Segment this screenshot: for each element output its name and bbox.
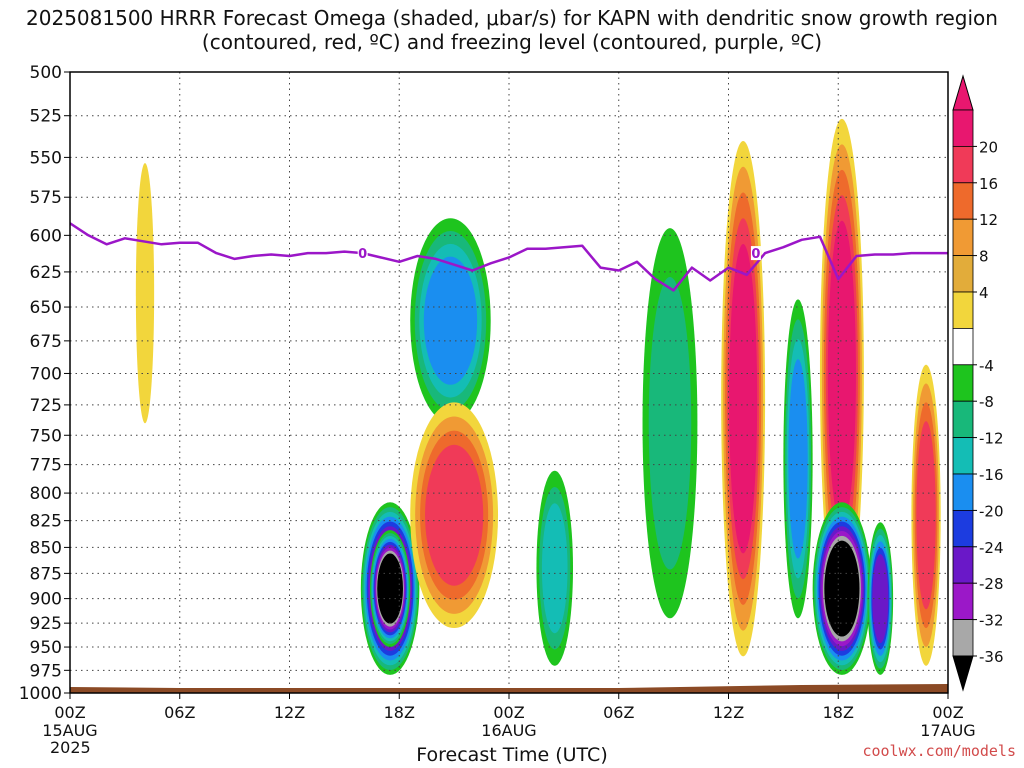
y-tick-label: 625 bbox=[30, 263, 62, 283]
colorbar-swatch bbox=[952, 182, 974, 220]
x-tick-label: 12Z bbox=[274, 703, 305, 722]
freezing-level-line bbox=[70, 222, 948, 292]
colorbar-bottom-arrow bbox=[952, 655, 974, 692]
colorbar-swatch bbox=[952, 327, 974, 366]
y-tick-label: 600 bbox=[30, 226, 62, 246]
colorbar: 20 16 12 8 4 -4 -8 -12 -16 -20 -24 -28 -32 -36 bbox=[952, 74, 1004, 692]
ground bbox=[70, 684, 948, 693]
y-tick-label: 675 bbox=[30, 332, 62, 352]
x-tick-sublabel: 17AUG bbox=[920, 721, 975, 740]
colorbar-label: -16 bbox=[979, 466, 1004, 484]
omega-region-2-ring-3 bbox=[423, 256, 478, 385]
colorbar-swatch bbox=[952, 145, 974, 184]
colorbar-label: 20 bbox=[979, 138, 998, 156]
y-tick-label: 950 bbox=[30, 638, 62, 658]
y-tick-label: 975 bbox=[30, 661, 62, 681]
colorbar-label: -32 bbox=[979, 612, 1004, 630]
y-tick-label: 650 bbox=[30, 298, 62, 318]
colorbar-swatch bbox=[952, 619, 974, 657]
y-axis: 500 525 550 575 600 625 650 675 700 725 750 775 800 8… bbox=[19, 63, 70, 704]
colorbar-label: -28 bbox=[979, 575, 1004, 593]
colorbar-label: 16 bbox=[979, 175, 998, 193]
y-tick-label: 575 bbox=[30, 188, 62, 208]
x-axis-title: Forecast Time (UTC) bbox=[416, 744, 608, 766]
x-tick-label: 06Z bbox=[603, 703, 634, 722]
y-tick-label: 700 bbox=[30, 364, 62, 384]
y-tick-label: 750 bbox=[30, 426, 62, 446]
colorbar-label: -20 bbox=[979, 502, 1004, 520]
omega-shading bbox=[135, 118, 941, 675]
omega-region-7-ring-3 bbox=[788, 359, 808, 559]
y-tick-label: 825 bbox=[30, 512, 62, 532]
colorbar-swatch bbox=[952, 437, 974, 475]
omega-region-6-ring-8 bbox=[824, 540, 860, 637]
y-tick-label: 775 bbox=[30, 456, 62, 476]
grid-lines bbox=[70, 72, 948, 693]
omega-region-9-ring-3 bbox=[916, 421, 936, 610]
y-tick-label: 725 bbox=[30, 396, 62, 416]
x-tick-label: 12Z bbox=[713, 703, 744, 722]
colorbar-swatch bbox=[952, 546, 974, 584]
colorbar-swatch bbox=[952, 400, 974, 439]
omega-region-11-ring-2 bbox=[541, 503, 568, 634]
colorbar-label: 12 bbox=[979, 211, 998, 229]
colorbar-top-arrow bbox=[952, 74, 974, 111]
credit-link[interactable]: coolwx.com/models bbox=[862, 742, 1016, 760]
ground-surface bbox=[70, 684, 948, 693]
freezing-label-bg-1 bbox=[750, 246, 761, 261]
omega-region-5-ring-4 bbox=[827, 220, 856, 527]
chart-title: 2025081500 HRRR Forecast Omega (shaded, … bbox=[26, 6, 998, 54]
colorbar-swatch bbox=[952, 255, 974, 293]
colorbar-swatch bbox=[952, 473, 974, 511]
x-tick-sublabel: 15AUG bbox=[42, 721, 97, 740]
colorbar-label: -24 bbox=[979, 539, 1004, 557]
colorbar-label: -36 bbox=[979, 648, 1004, 666]
omega-region-10-ring-0 bbox=[135, 163, 155, 424]
colorbar-swatch bbox=[952, 218, 974, 256]
y-tick-label: 1000 bbox=[19, 684, 62, 704]
colorbar-label: -4 bbox=[979, 357, 994, 375]
y-tick-label: 875 bbox=[30, 564, 62, 584]
colorbar-swatch bbox=[952, 364, 974, 402]
y-tick-label: 500 bbox=[30, 63, 62, 83]
freezing-label-bg-0 bbox=[357, 246, 368, 261]
colorbar-swatch bbox=[952, 582, 974, 621]
omega-region-3-ring-3 bbox=[425, 444, 484, 586]
x-tick-sublabel: 16AUG bbox=[481, 721, 536, 740]
colorbar-swatch bbox=[952, 109, 974, 147]
colorbar-swatch bbox=[952, 291, 974, 329]
x-tick-label: 18Z bbox=[823, 703, 854, 722]
omega-region-8-ring-1 bbox=[648, 276, 692, 570]
x-tick-label: 06Z bbox=[164, 703, 195, 722]
y-tick-label: 925 bbox=[30, 614, 62, 634]
freezing-level-label: 0 bbox=[751, 247, 760, 262]
x-tick-label: 00Z bbox=[932, 703, 963, 722]
x-tick-label: 00Z bbox=[54, 703, 85, 722]
x-tick-label: 18Z bbox=[384, 703, 415, 722]
omega-region-4-ring-4 bbox=[729, 244, 758, 554]
y-tick-label: 550 bbox=[30, 148, 62, 168]
x-tick-label: 00Z bbox=[493, 703, 524, 722]
year-label: 2025 bbox=[50, 738, 91, 757]
colorbar-label: 8 bbox=[979, 248, 989, 266]
y-tick-label: 800 bbox=[30, 484, 62, 504]
colorbar-label: 4 bbox=[979, 284, 989, 302]
colorbar-label: -12 bbox=[979, 430, 1004, 448]
y-tick-label: 850 bbox=[30, 538, 62, 558]
y-tick-label: 525 bbox=[30, 107, 62, 127]
y-tick-label: 900 bbox=[30, 590, 62, 610]
omega-region-1-ring-9 bbox=[378, 556, 403, 621]
colorbar-swatch bbox=[952, 509, 974, 548]
colorbar-label: -8 bbox=[979, 393, 994, 411]
freezing-level-label: 0 bbox=[358, 247, 367, 262]
omega-region-12-ring-5 bbox=[872, 554, 889, 644]
